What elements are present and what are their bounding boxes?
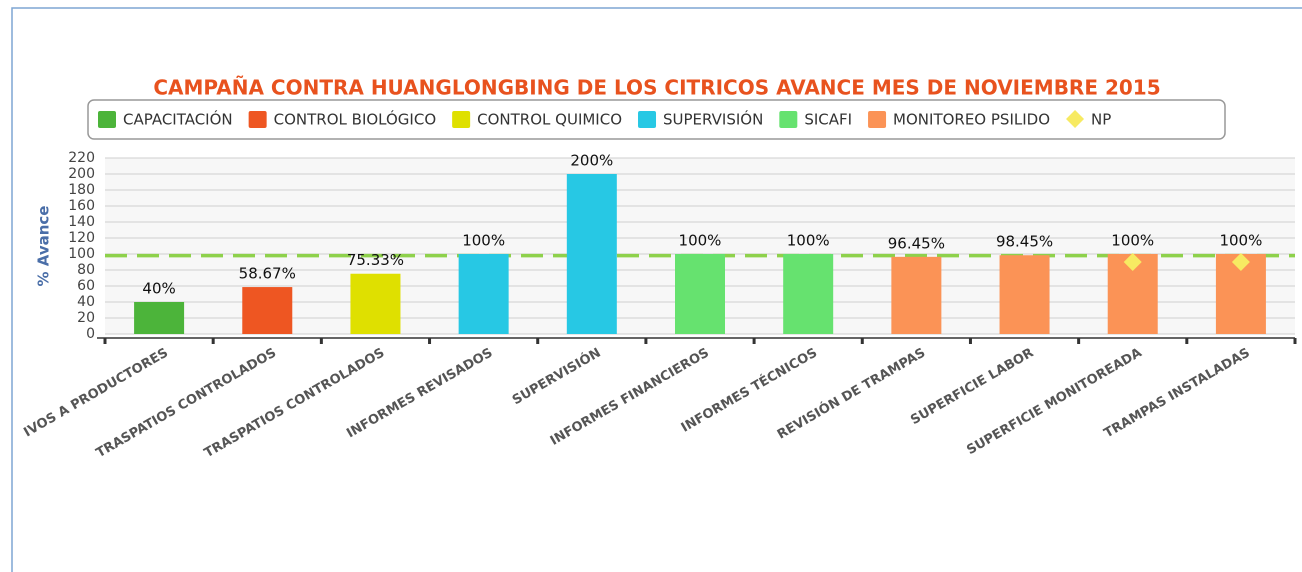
legend-swatch: [638, 111, 657, 128]
data-label: 98.45%: [996, 233, 1053, 251]
y-tick-label: 80: [77, 262, 95, 278]
legend-box: [87, 99, 1226, 140]
data-label: 100%: [679, 232, 722, 250]
data-label: 100%: [462, 232, 505, 250]
y-tick-label: 20: [77, 310, 95, 326]
legend-swatch: [98, 111, 116, 128]
legend-label: SUPERVISIÓN: [663, 110, 763, 129]
y-tick-label: 160: [68, 198, 95, 214]
frame: [11, 7, 1302, 572]
legend-marker: [1066, 110, 1085, 128]
data-label: 100%: [1111, 232, 1154, 250]
legend-swatch: [779, 111, 798, 128]
legend-swatch: [248, 111, 267, 128]
data-label: 100%: [1219, 232, 1262, 250]
np-marker: [1123, 253, 1142, 271]
legend-label: CONTROL QUIMICO: [477, 111, 622, 129]
x-tick-label: SUPERFICIE MONITOREADA: [964, 346, 1144, 459]
x-tick-label: SUPERVISIÓN: [510, 345, 604, 409]
y-tick-label: 140: [68, 214, 95, 230]
bar: [242, 287, 293, 334]
legend-label: CONTROL BIOLÓGICO: [274, 110, 437, 129]
y-tick-label: 180: [68, 182, 95, 198]
data-label: 58.67%: [239, 265, 296, 283]
data-label: 75.33%: [347, 251, 404, 269]
legend-label: NP: [1091, 111, 1111, 129]
legend-swatch: [868, 111, 887, 128]
y-tick-label: 220: [68, 150, 95, 166]
bar: [999, 255, 1050, 334]
bar: [350, 273, 401, 334]
bar: [134, 302, 185, 334]
bar: [891, 256, 942, 334]
y-tick-label: 60: [77, 278, 95, 294]
bar: [675, 254, 725, 334]
y-axis-title: % Avance: [35, 206, 53, 287]
y-tick-label: 100: [68, 246, 95, 262]
x-tick-label: TRASPATIOS CONTROLADOS: [202, 346, 387, 462]
bar: [783, 254, 834, 334]
legend-label: SICAFI: [804, 111, 852, 129]
np-marker: [1231, 253, 1250, 271]
bar: [458, 254, 509, 334]
x-tick-label: TRASPATIOS CONTROLADOS: [94, 346, 279, 462]
y-tick-label: 0: [86, 326, 95, 342]
y-tick-label: 40: [77, 294, 95, 310]
bar: [566, 174, 617, 334]
data-label: 100%: [787, 232, 830, 250]
data-label: 40%: [142, 280, 175, 298]
y-tick-label: 200: [68, 166, 95, 182]
legend-label: CAPACITACIÓN: [123, 110, 233, 129]
data-label: 200%: [570, 152, 613, 170]
chart-title: CAMPAÑA CONTRA HUANGLONGBING DE LOS CITR…: [153, 76, 1160, 100]
legend-swatch: [452, 111, 471, 128]
data-label: 96.45%: [888, 234, 945, 252]
y-tick-label: 120: [68, 230, 95, 246]
legend-label: MONITOREO PSILIDO: [893, 111, 1050, 129]
